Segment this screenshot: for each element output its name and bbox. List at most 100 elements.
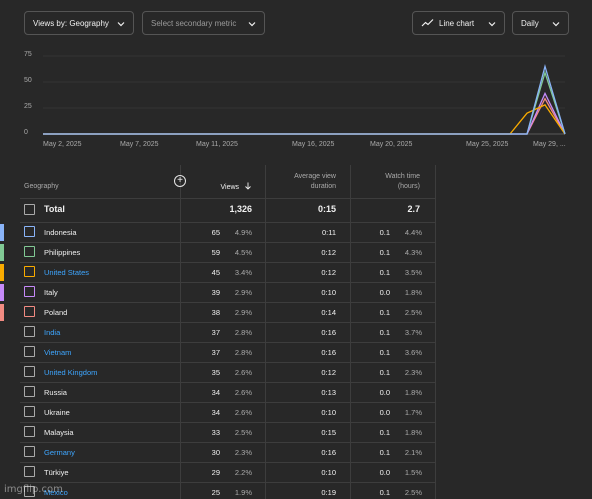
row-divider [20, 442, 436, 443]
country-name: Malaysia [44, 428, 74, 437]
period-dropdown[interactable]: Daily [512, 11, 569, 35]
avg-view-duration-value: 0:16 [321, 348, 336, 357]
column-divider [180, 165, 181, 499]
row-checkbox[interactable] [24, 486, 35, 497]
avg-view-duration-value: 0:12 [321, 368, 336, 377]
watch-time-percent: 4.4% [404, 228, 422, 237]
views-column-label: Views [220, 184, 240, 191]
row-divider [20, 342, 436, 343]
row-checkbox[interactable] [24, 306, 35, 317]
row-checkbox[interactable] [24, 326, 35, 337]
views-value: 29 [211, 468, 220, 477]
views-value: 65 [211, 228, 220, 237]
period-label: Daily [521, 18, 539, 28]
country-name: Philippines [44, 248, 81, 257]
total-checkbox[interactable] [24, 204, 35, 215]
watch-time-percent: 2.1% [404, 448, 422, 457]
country-name[interactable]: Mexico [44, 488, 68, 497]
views-value: 37 [211, 328, 220, 337]
country-name: Poland [44, 308, 68, 317]
views-value: 37 [211, 348, 220, 357]
country-name[interactable]: Germany [44, 448, 75, 457]
avg-view-duration-value: 0:12 [321, 248, 336, 257]
total-row: Total 1,326 0:15 2.7 [0, 198, 592, 222]
country-name[interactable]: United Kingdom [44, 368, 98, 377]
watch-time-percent: 4.3% [404, 248, 422, 257]
views-value: 30 [211, 448, 220, 457]
views-percent: 4.5% [234, 248, 252, 257]
watch-time-percent: 3.5% [404, 268, 422, 277]
series-color-swatch [0, 264, 4, 281]
row-checkbox[interactable] [24, 266, 35, 277]
views-column-header[interactable]: Views [200, 182, 252, 193]
row-checkbox[interactable] [24, 286, 35, 297]
avg-view-duration-value: 0:14 [321, 308, 336, 317]
views-value: 34 [211, 388, 220, 397]
watch-time-value: 0.0 [379, 288, 390, 297]
chart-type-dropdown[interactable]: Line chart [412, 11, 505, 35]
watch-time-percent: 2.5% [404, 488, 422, 497]
row-checkbox[interactable] [24, 446, 35, 457]
country-name[interactable]: India [44, 328, 61, 337]
views-line-chart: 75 50 25 0 May 2, 2025 May 7, 2025 May 11, 202… [0, 48, 592, 158]
x-tick-label: May 20, 2025 [370, 141, 413, 148]
row-divider [20, 422, 436, 423]
table-row: Germany 30 2.3% 0:16 0.1 2.1% [0, 442, 592, 462]
row-checkbox[interactable] [24, 426, 35, 437]
series-line-poland [43, 97, 566, 135]
views-percent: 2.8% [234, 328, 252, 337]
table-row: Philippines 59 4.5% 0:12 0.1 4.3% [0, 242, 592, 262]
series-color-swatch [0, 304, 4, 321]
row-checkbox[interactable] [24, 406, 35, 417]
country-name: Russia [44, 388, 67, 397]
avg-view-duration-value: 0:11 [321, 228, 336, 237]
table-row: Poland 38 2.9% 0:14 0.1 2.5% [0, 302, 592, 322]
table-row: Mexico 25 1.9% 0:19 0.1 2.5% [0, 482, 592, 499]
chevron-down-icon [552, 22, 560, 27]
watch-time-column-header[interactable]: Watch time (hours) [356, 172, 420, 192]
avg-view-duration-column-header[interactable]: Average view duration [270, 172, 336, 192]
watch-time-value: 0.1 [379, 268, 390, 277]
row-checkbox[interactable] [24, 226, 35, 237]
chevron-down-icon [248, 22, 256, 27]
y-tick-label: 75 [24, 51, 32, 58]
row-checkbox[interactable] [24, 366, 35, 377]
views-percent: 2.6% [234, 408, 252, 417]
x-tick-label: May 29, ... [533, 141, 566, 148]
views-percent: 2.9% [234, 308, 252, 317]
row-divider [20, 198, 436, 199]
chevron-down-icon [117, 22, 125, 27]
chevron-down-icon [488, 22, 496, 27]
watermark: imgflip.com [4, 484, 63, 495]
row-divider [20, 402, 436, 403]
row-checkbox[interactable] [24, 246, 35, 257]
watch-time-value: 0.1 [379, 428, 390, 437]
table-row: Russia 34 2.6% 0:13 0.0 1.8% [0, 382, 592, 402]
views-percent: 3.4% [234, 268, 252, 277]
country-name: Italy [44, 288, 58, 297]
country-name: Türkiye [44, 468, 69, 477]
total-avg-duration: 0:15 [317, 204, 336, 214]
watch-time-value: 0.1 [379, 348, 390, 357]
watch-time-percent: 1.8% [404, 388, 422, 397]
avg-view-duration-value: 0:15 [321, 428, 336, 437]
x-tick-label: May 7, 2025 [120, 141, 159, 148]
row-divider [20, 322, 436, 323]
row-checkbox[interactable] [24, 466, 35, 477]
row-divider [20, 482, 436, 483]
views-value: 45 [211, 268, 220, 277]
geography-column-header[interactable]: Geography [24, 183, 59, 190]
watch-time-value: 0.1 [379, 368, 390, 377]
primary-metric-dropdown[interactable]: Views by: Geography [24, 11, 134, 35]
column-divider [350, 165, 351, 499]
column-divider [265, 165, 266, 499]
row-checkbox[interactable] [24, 346, 35, 357]
secondary-metric-dropdown[interactable]: Select secondary metric [142, 11, 265, 35]
secondary-metric-placeholder: Select secondary metric [151, 18, 237, 28]
country-name[interactable]: United States [44, 268, 90, 277]
series-line-indonesia [43, 63, 566, 135]
table-row: Indonesia 65 4.9% 0:11 0.1 4.4% [0, 222, 592, 242]
row-checkbox[interactable] [24, 386, 35, 397]
add-column-icon[interactable]: + [174, 175, 186, 187]
country-name[interactable]: Vietnam [44, 348, 72, 357]
